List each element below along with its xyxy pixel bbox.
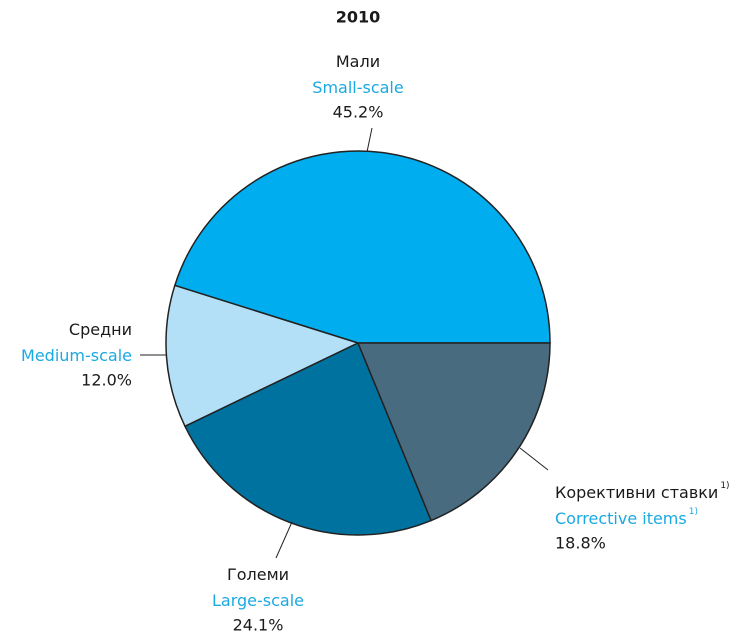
label-local-text: Корективни ставки: [555, 483, 718, 502]
label-en-text: Corrective items: [555, 509, 687, 528]
chart-title: 2010: [336, 8, 381, 27]
label-local: Средни: [69, 320, 132, 339]
leader-line: [366, 127, 373, 153]
label-en-text: Small-scale: [312, 78, 403, 97]
label-en: Corrective items 1): [555, 507, 698, 528]
label-en-text: Large-scale: [212, 591, 304, 610]
label-en: Small-scale: [312, 78, 403, 97]
label-en-text: Medium-scale: [21, 346, 132, 365]
pie-slice: [165, 284, 361, 428]
value-label: 18.8%: [555, 534, 606, 553]
label-local-text: Големи: [227, 565, 289, 584]
footnote-mark: 1): [720, 481, 729, 491]
leader-line: [519, 447, 549, 471]
value-label: 24.1%: [233, 616, 284, 631]
footnote-mark: 1): [689, 507, 698, 517]
pie-slice: [356, 342, 551, 522]
value-label: 45.2%: [333, 103, 384, 122]
label-local: Корективни ставки 1): [555, 481, 730, 502]
value-label: 12.0%: [81, 371, 132, 390]
label-en: Medium-scale: [21, 346, 132, 365]
pie-slice: [184, 341, 433, 536]
leader-line: [275, 521, 293, 559]
label-local: Големи: [227, 565, 289, 584]
label-local: Мали: [336, 52, 380, 71]
pie-slice: [173, 150, 551, 344]
label-en: Large-scale: [212, 591, 304, 610]
label-local-text: Мали: [336, 52, 380, 71]
label-local-text: Средни: [69, 320, 132, 339]
